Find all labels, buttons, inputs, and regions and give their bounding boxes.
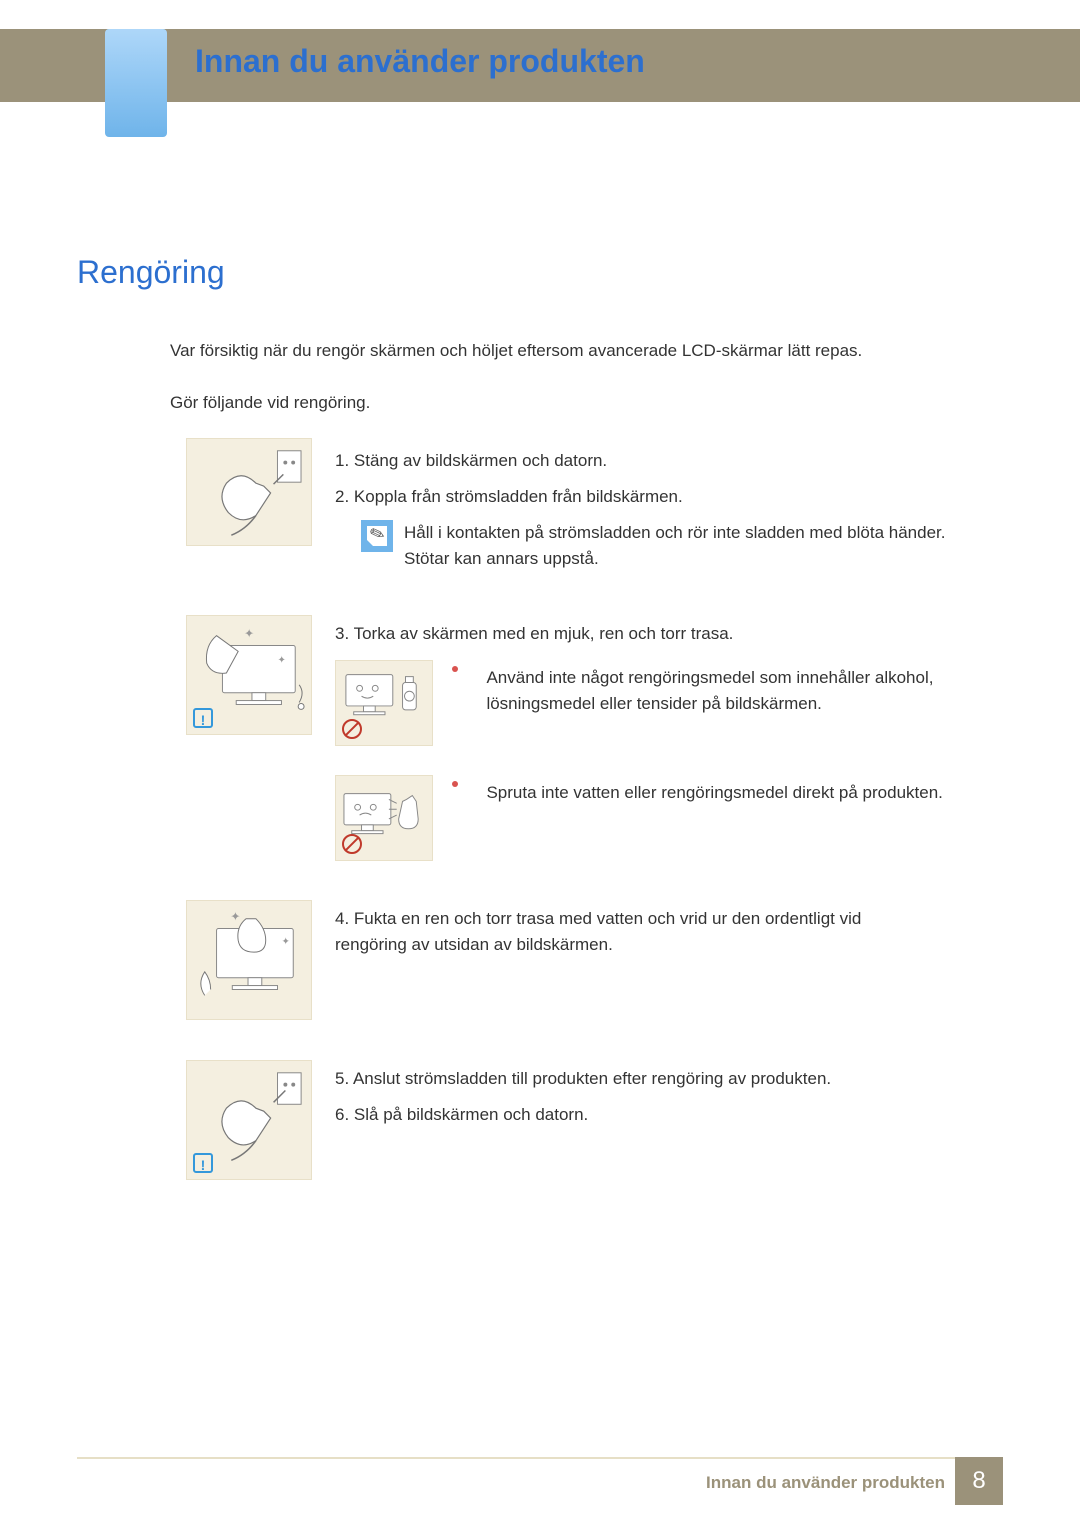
step-2: 2. Koppla från strömsladden från bildskä… [335,484,683,510]
note-icon [361,520,393,552]
illustration-plug-in: ! [186,1060,312,1180]
illustration-no-chemicals [335,660,433,746]
info-icon: ! [193,708,213,728]
bullet-1-text: Använd inte något rengöringsmedel som in… [486,665,986,718]
header-accent [105,29,167,137]
bullet-1: Använd inte något rengöringsmedel som in… [452,665,986,718]
footer-divider [77,1457,1003,1459]
intro-line-1: Var försiktig när du rengör skärmen och … [170,338,862,364]
section-title: Rengöring [77,254,225,291]
bullet-dot-icon [452,666,458,672]
bullet-2: Spruta inte vatten eller rengöringsmedel… [452,780,943,806]
svg-text:✦: ✦ [278,655,286,666]
step-3: 3. Torka av skärmen med en mjuk, ren och… [335,621,733,647]
step-5: 5. Anslut strömsladden till produkten ef… [335,1066,831,1092]
intro-line-2: Gör följande vid rengöring. [170,390,370,416]
step-4: 4. Fukta en ren och torr trasa med vatte… [335,906,935,959]
prohibit-icon [342,719,362,739]
bullet-2-text: Spruta inte vatten eller rengöringsmedel… [486,780,942,806]
info-icon: ! [193,1153,213,1173]
note-1: Håll i kontakten på strömsladden och rör… [404,520,964,573]
bullet-dot-icon [452,781,458,787]
svg-text:✦: ✦ [230,910,240,924]
svg-text:✦: ✦ [244,627,254,641]
header-title: Innan du använder produkten [195,43,645,80]
step-1: 1. Stäng av bildskärmen och datorn. [335,448,607,474]
footer-page-number: 8 [955,1457,1003,1505]
illustration-no-spray [335,775,433,861]
illustration-damp-cloth: ✦ ✦ [186,900,312,1020]
prohibit-icon [342,834,362,854]
svg-text:✦: ✦ [281,936,289,947]
step-6: 6. Slå på bildskärmen och datorn. [335,1102,588,1128]
illustration-unplug [186,438,312,546]
footer-label: Innan du använder produkten [706,1473,945,1493]
illustration-wipe-screen: ✦ ✦ ! [186,615,312,735]
